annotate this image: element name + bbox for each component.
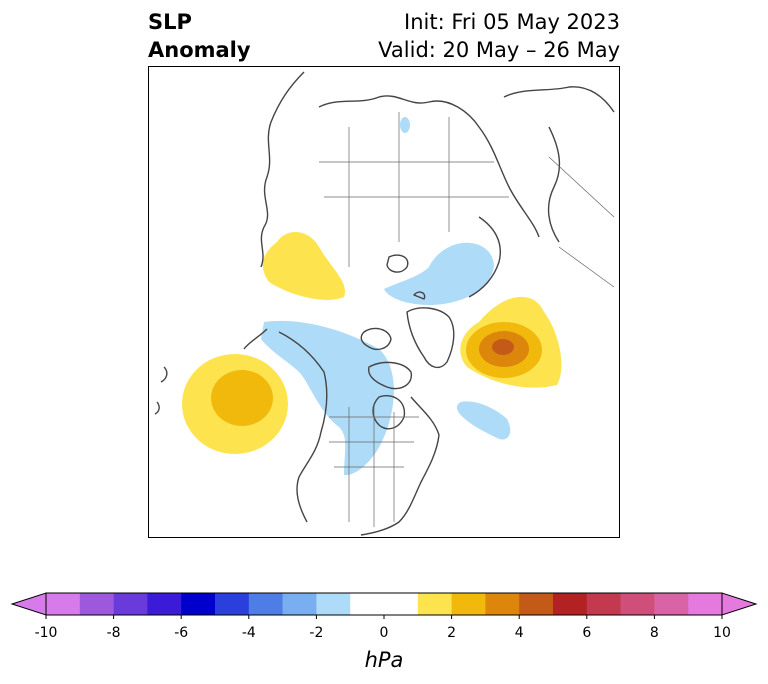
anomaly-arctic-low bbox=[384, 242, 494, 305]
colorbar-tick-label: -8 bbox=[106, 625, 121, 641]
title-right: Init: Fri 05 May 2023 Valid: 20 May – 26… bbox=[378, 8, 620, 64]
colorbar-segment bbox=[282, 593, 317, 615]
colorbar-segment bbox=[215, 593, 250, 615]
variable-label: SLP bbox=[148, 10, 192, 34]
colorbar-tick-label: -2 bbox=[309, 625, 324, 641]
anomaly-atlantic-low bbox=[456, 401, 511, 440]
colorbar-segment bbox=[46, 593, 81, 615]
colorbar-segment bbox=[316, 593, 351, 615]
colorbar-segment bbox=[113, 593, 148, 615]
colorbar-segment bbox=[485, 593, 520, 615]
political-borders bbox=[319, 112, 615, 527]
coastlines bbox=[154, 71, 615, 536]
colorbar-over-extension bbox=[721, 592, 758, 616]
colorbar-tick-label: 10 bbox=[713, 625, 731, 641]
colorbar bbox=[10, 592, 758, 619]
colorbar-tick-label: -6 bbox=[174, 625, 189, 641]
colorbar-unit-label: hPa bbox=[364, 648, 404, 672]
colorbar-segment bbox=[654, 593, 689, 615]
colorbar-segments bbox=[10, 592, 758, 619]
anomaly-siberia-low bbox=[400, 117, 410, 133]
colorbar-tick-label: -10 bbox=[34, 625, 58, 641]
init-date-label: Init: Fri 05 May 2023 bbox=[404, 10, 620, 34]
anomaly-greenland-core bbox=[492, 339, 514, 355]
colorbar-segment bbox=[688, 593, 723, 615]
map-svg bbox=[154, 71, 615, 536]
colorbar-segment bbox=[248, 593, 283, 615]
colorbar-segment bbox=[147, 593, 182, 615]
map-panel bbox=[148, 66, 620, 538]
anomaly-eurasia bbox=[262, 231, 345, 300]
colorbar-segment bbox=[553, 593, 588, 615]
colorbar-tick-label: 4 bbox=[514, 625, 524, 641]
colorbar-under-extension bbox=[10, 592, 47, 616]
colorbar-tick-label: 8 bbox=[649, 625, 659, 641]
colorbar-tick-label: -4 bbox=[241, 625, 256, 641]
title-left: SLP Anomaly bbox=[148, 8, 251, 64]
colorbar-segment bbox=[181, 593, 216, 615]
colorbar-tick-label: 0 bbox=[379, 625, 389, 641]
colorbar-segment bbox=[350, 593, 419, 615]
valid-range-label: Valid: 20 May – 26 May bbox=[378, 38, 620, 62]
colorbar-segment bbox=[586, 593, 621, 615]
colorbar-segment bbox=[620, 593, 655, 615]
colorbar-outline bbox=[45, 592, 723, 616]
colorbar-tick-label: 6 bbox=[582, 625, 592, 641]
anomaly-fill bbox=[182, 117, 562, 476]
colorbar-segment bbox=[417, 593, 452, 615]
anomaly-pacific-inner bbox=[211, 370, 273, 426]
colorbar-segment bbox=[79, 593, 114, 615]
variable-sub-label: Anomaly bbox=[148, 38, 251, 62]
colorbar-tick-label: 2 bbox=[447, 625, 457, 641]
colorbar-segment bbox=[519, 593, 554, 615]
colorbar-segment bbox=[451, 593, 486, 615]
